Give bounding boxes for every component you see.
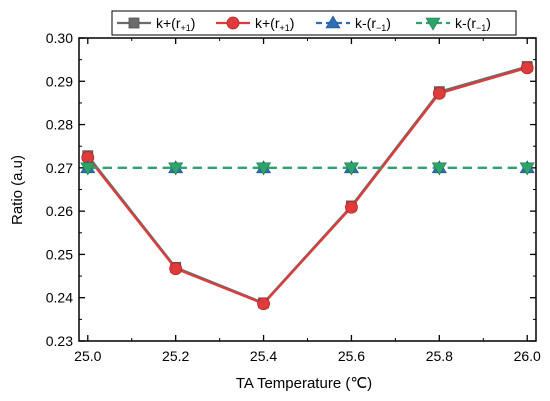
x-tick-label: 25.8 — [426, 348, 453, 364]
y-tick-label: 0.24 — [46, 290, 73, 306]
series-4 — [80, 162, 535, 176]
y-tick-label: 0.26 — [46, 203, 73, 219]
x-tick-label: 25.6 — [338, 348, 365, 364]
x-tick-label: 26.0 — [514, 348, 541, 364]
legend-marker-1 — [128, 17, 140, 29]
legend: k+(r+1) k+(r+1) k-(r−1) k-(r−1) — [111, 10, 517, 36]
y-tick-label: 0.28 — [46, 117, 73, 133]
legend-label-4: k-(r−1) — [455, 15, 491, 33]
series-4-point — [431, 162, 447, 176]
series-4-point — [80, 162, 96, 176]
series-2-point — [169, 262, 183, 276]
y-tick-label: 0.29 — [46, 73, 73, 89]
series-1-line — [86, 65, 528, 305]
y-tick-label: 0.27 — [46, 160, 73, 176]
x-axis-title: TA Temperature (℃) — [236, 375, 372, 392]
axes: 25.0 25.2 25.4 25.6 25.8 26.0 0.23 0.24 0.25 0.26… — [46, 30, 541, 364]
series-4-point — [256, 162, 272, 176]
legend-label-1: k+(r+1) — [156, 15, 195, 33]
series-4-point — [519, 162, 535, 176]
x-tick-label: 25.0 — [74, 348, 101, 364]
y-tick-label: 0.25 — [46, 246, 73, 262]
legend-label-2: k+(r+1) — [255, 15, 294, 33]
series-2 — [81, 61, 534, 311]
legend-marker-3 — [325, 15, 341, 29]
series-4-point — [343, 162, 359, 176]
series-1 — [82, 61, 533, 309]
series-2-point — [432, 87, 446, 100]
series-2-point — [520, 61, 534, 75]
y-axis-title: Ratio (a.u) — [9, 155, 26, 225]
legend-marker-2 — [226, 16, 240, 30]
legend-label-3: k-(r−1) — [355, 15, 391, 33]
series-2-line — [86, 66, 528, 306]
x-tick-label: 25.4 — [250, 348, 277, 364]
y-tick-label: 0.23 — [46, 333, 73, 349]
series-layer — [80, 61, 535, 311]
x-tick-label: 25.2 — [162, 348, 189, 364]
y-tick-label: 0.30 — [46, 30, 73, 46]
legend-marker-4 — [425, 17, 441, 31]
series-2-point — [345, 200, 358, 214]
series-4-point — [168, 162, 184, 176]
series-2-point — [257, 297, 270, 311]
